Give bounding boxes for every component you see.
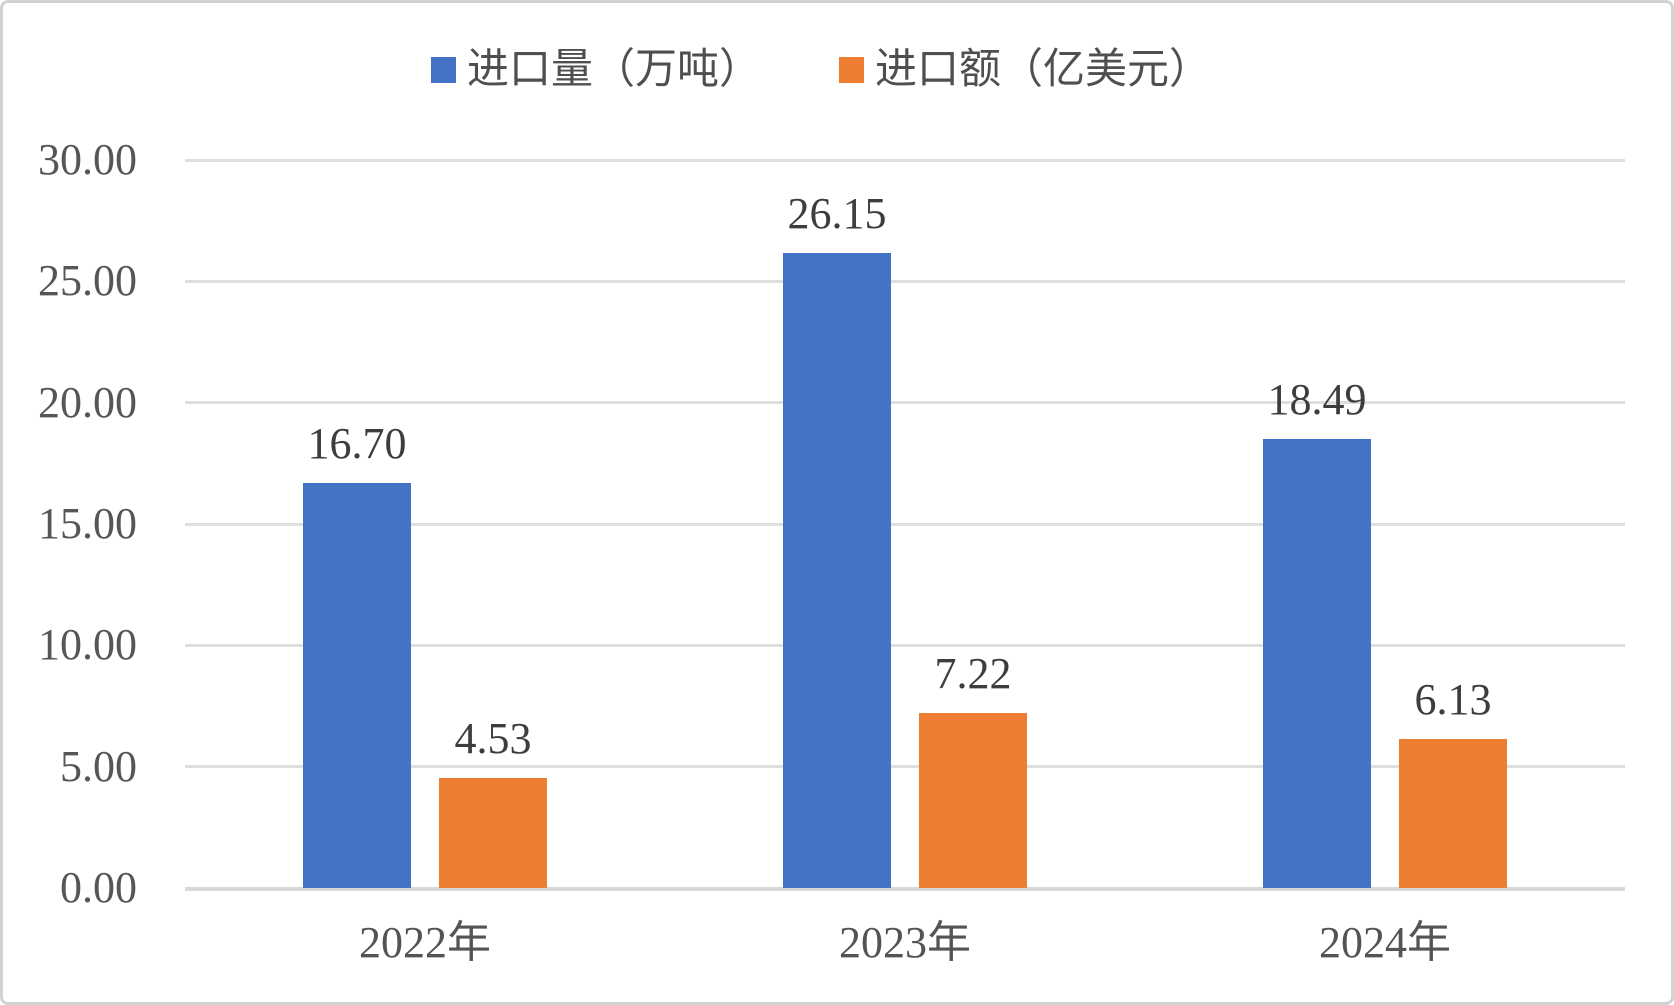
bar-series-1: [1399, 739, 1507, 888]
legend-swatch-icon: [430, 57, 456, 84]
y-gridline: [185, 401, 1625, 405]
bar-series-0: [1263, 439, 1371, 888]
chart-legend: 进口量（万吨） 进口额（亿美元）: [430, 44, 1211, 97]
x-axis-baseline: [185, 887, 1625, 891]
legend-item-series-1: 进口额（亿美元）: [839, 44, 1211, 97]
y-tick-label: 25.00: [38, 256, 137, 306]
y-tick-label: 20.00: [38, 377, 137, 427]
y-tick-label: 5.00: [60, 741, 137, 791]
bar-data-label: 7.22: [934, 648, 1012, 698]
bar-data-label: 26.15: [787, 189, 887, 239]
y-tick-label: 30.00: [38, 135, 137, 184]
y-tick-label: 0.00: [60, 863, 137, 912]
bar-series-1: [439, 778, 547, 888]
y-gridline: [185, 643, 1625, 647]
x-category-label: 2022年: [359, 918, 491, 967]
bar-data-label: 18.49: [1267, 375, 1367, 425]
y-tick-label: 15.00: [38, 499, 137, 548]
bar-data-label: 4.53: [454, 714, 532, 764]
bar-series-0: [303, 482, 411, 888]
legend-label: 进口量（万吨）: [466, 47, 761, 93]
bar-series-0: [783, 253, 891, 888]
y-tick-label: 10.00: [38, 620, 137, 670]
y-gridline: [185, 522, 1625, 526]
legend-swatch-icon: [839, 57, 864, 84]
x-category-label: 2024年: [1319, 918, 1451, 967]
bar-series-1: [919, 712, 1027, 888]
legend-item-series-0: 进口量（万吨）: [430, 44, 761, 97]
y-gridline: [185, 279, 1625, 283]
bar-data-label: 6.13: [1414, 675, 1492, 725]
bar-data-label: 16.70: [307, 418, 407, 468]
x-category-label: 2023年: [839, 918, 971, 967]
legend-label: 进口额（亿美元）: [875, 47, 1212, 93]
y-gridline: [185, 765, 1625, 769]
y-gridline: [185, 158, 1625, 162]
